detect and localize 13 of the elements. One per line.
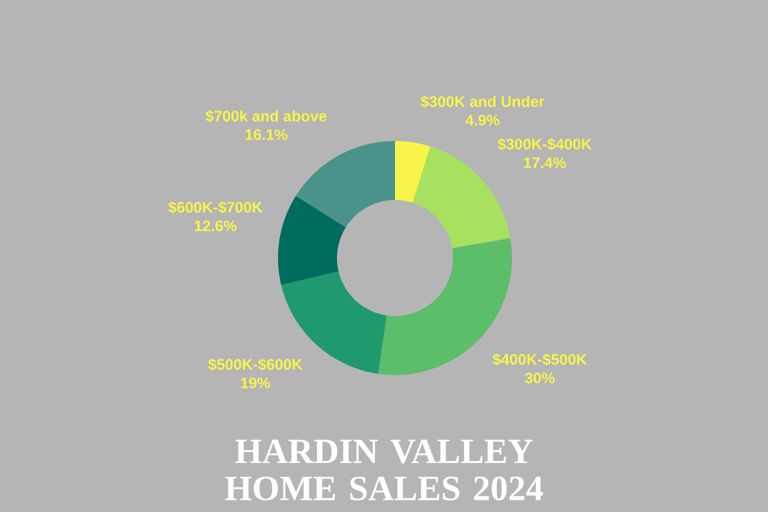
slice-label: $600K-$700K	[168, 201, 263, 214]
slice-label: $300K-$400K	[498, 138, 592, 150]
slice-label: $300K and Under	[420, 96, 544, 108]
text: HARDIN VALLEY HOME SALES 2024	[225, 440, 543, 500]
data-label: 17.4%	[524, 157, 566, 168]
slice-label: $400K-$500K	[492, 353, 587, 366]
data-label: 4.9%	[466, 114, 500, 126]
data-label: 19%	[241, 378, 270, 388]
slice-label: $700k and above	[206, 110, 327, 122]
data-label: 30%	[524, 372, 555, 384]
data-label: 16.1%	[246, 129, 288, 140]
slice-label: $500K-$600K	[208, 358, 302, 371]
data-label: 12.6%	[194, 220, 237, 232]
